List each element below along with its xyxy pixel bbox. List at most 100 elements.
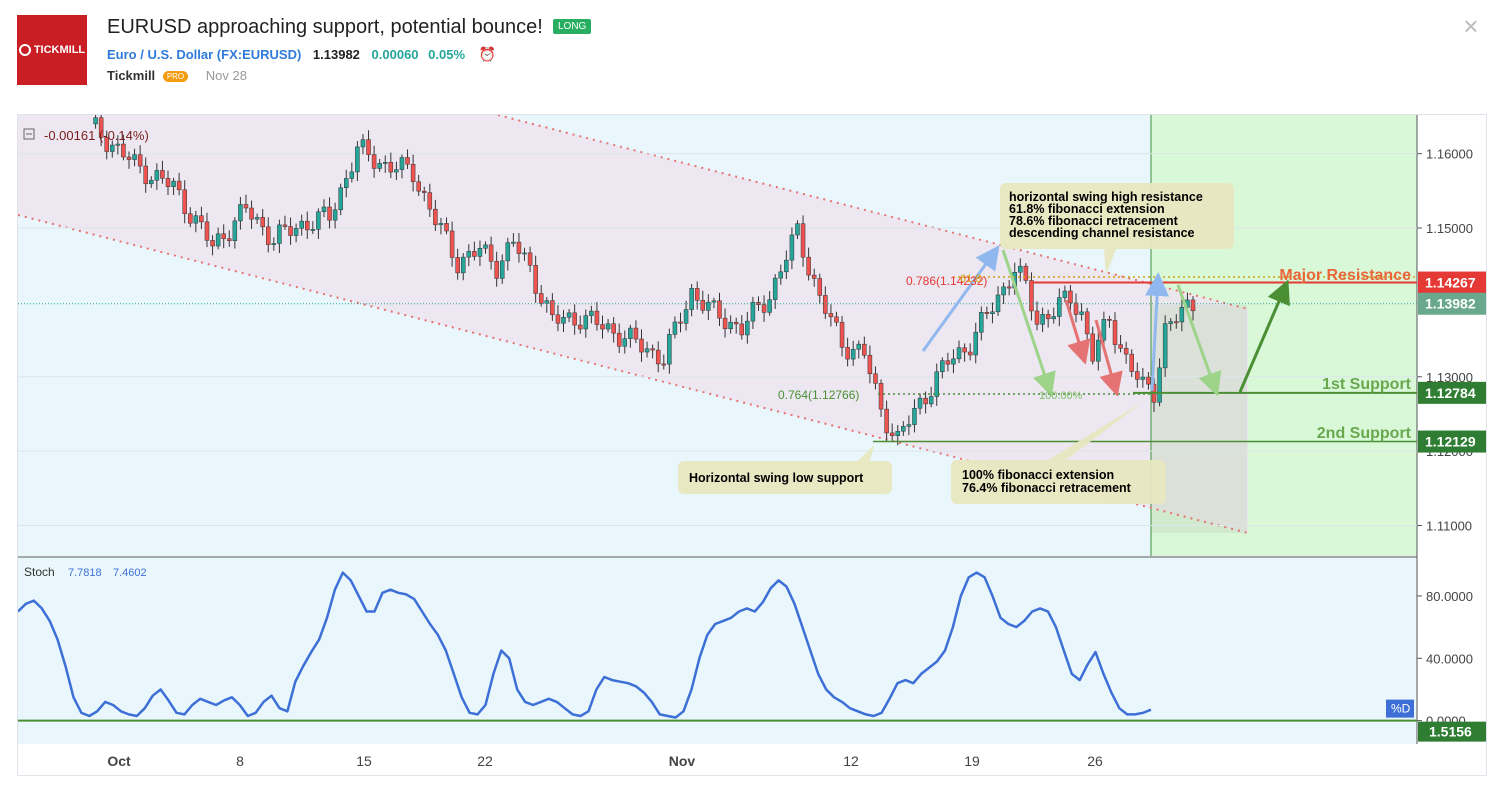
candle-body: [466, 251, 472, 258]
candle-body: [371, 154, 377, 169]
x-tick-label: 12: [843, 753, 859, 769]
callout-res-line-2: 61.8% fibonacci extension: [1009, 202, 1165, 216]
green-arrow-up: [1238, 279, 1290, 393]
candle-body: [1018, 265, 1023, 273]
first-support-tag: [1418, 381, 1486, 404]
fib-764-label: 0.764(1.12766): [778, 388, 859, 402]
candle-body: [1073, 302, 1079, 315]
fib-100-label: 100.00%: [1039, 390, 1083, 402]
candle-body: [266, 226, 271, 245]
candle-body: [394, 169, 399, 173]
candle-body: [917, 397, 923, 409]
candle-body: [672, 321, 678, 335]
idea-header: TICKMILL EURUSD approaching support, pot…: [0, 0, 1501, 110]
candle-body: [633, 327, 639, 340]
green-arrow-down-1: [1001, 249, 1056, 397]
callout-resistance: horizontal swing high resistance 61.8% f…: [1000, 183, 1234, 275]
time-axis[interactable]: Oct 8 15 22 Nov 12 19 26: [107, 753, 1103, 769]
candle-body: [154, 170, 160, 181]
callout-res-line-3: 78.6% fibonacci retracement: [1009, 214, 1179, 228]
candle-body: [561, 317, 566, 324]
candle-body: [421, 190, 427, 193]
major-resistance-label: Major Resistance: [1279, 267, 1411, 284]
publish-date: Nov 28: [205, 68, 247, 83]
candle-body: [940, 360, 945, 372]
callout-fib-line-2: 76.4% fibonacci retracement: [962, 481, 1132, 495]
tickmill-logo: TICKMILL: [17, 15, 87, 85]
candle-body: [299, 220, 304, 229]
author-line: Tickmill PRO Nov 28: [107, 68, 247, 83]
fib-618-label: 61.8: [960, 273, 981, 285]
candle-body: [589, 310, 594, 316]
candle-body: [823, 295, 828, 314]
symbol-price: 1.13982: [312, 47, 360, 62]
candle-body: [1157, 367, 1162, 403]
candle-body: [594, 310, 600, 325]
candle-body: [527, 252, 533, 266]
candle-body: [973, 331, 978, 356]
candle-body: [293, 228, 299, 236]
x-tick-label: 22: [477, 753, 493, 769]
candle-body: [221, 233, 226, 239]
candle-body: [956, 347, 962, 360]
candle-body: [132, 154, 137, 160]
candle-body: [1001, 286, 1006, 296]
candle-body: [850, 348, 856, 360]
alarm-clock-icon[interactable]: ⏰: [478, 46, 497, 62]
candle-body: [199, 215, 204, 223]
callout-res-line-4: descending channel resistance: [1009, 226, 1195, 240]
candle-body: [149, 179, 154, 185]
candle-body: [1123, 348, 1129, 355]
candle-body: [934, 371, 939, 397]
candle-body: [750, 302, 756, 322]
candle-body: [1101, 319, 1107, 341]
candle-body: [316, 211, 321, 230]
candle-body: [628, 327, 633, 339]
candle-body: [188, 213, 193, 224]
candle-body: [789, 234, 795, 261]
candle-body: [839, 321, 845, 348]
candle-body: [277, 224, 282, 244]
candle-body: [215, 233, 221, 247]
candle-body: [828, 313, 834, 318]
candles: [93, 115, 1196, 446]
candle-body: [611, 323, 616, 334]
collapse-toggle-icon[interactable]: [23, 128, 35, 140]
candle-body: [1006, 286, 1012, 289]
symbol-link[interactable]: Euro / U.S. Dollar (FX:EURUSD): [107, 47, 302, 62]
candle-body: [745, 320, 750, 336]
x-tick-label: 15: [356, 753, 372, 769]
candle-body: [873, 373, 878, 384]
candle-body: [310, 229, 316, 231]
close-icon[interactable]: ×: [1463, 11, 1479, 41]
chart-container[interactable]: horizontal swing high resistance 61.8% f…: [17, 114, 1487, 776]
candle-body: [800, 223, 806, 258]
candle-body: [227, 238, 232, 241]
candle-body: [784, 259, 789, 273]
first-support-label: 1st Support: [1322, 376, 1412, 393]
candle-body: [639, 338, 644, 353]
candle-body: [171, 180, 176, 187]
candle-body: [834, 316, 839, 323]
candle-body: [1129, 353, 1134, 372]
major-resistance-tag-value: 1.14267: [1425, 275, 1476, 291]
candle-body: [494, 261, 499, 279]
candle-body: [110, 144, 115, 152]
y-tick-label: 1.13000: [1426, 370, 1473, 385]
callout-fib-line-1: 100% fibonacci extension: [962, 468, 1114, 482]
author-name[interactable]: Tickmill: [107, 68, 156, 83]
stoch-value-2: 7.4602: [113, 567, 147, 579]
candle-body: [644, 348, 650, 353]
y-tick-label: 1.16000: [1426, 147, 1473, 162]
candle-body: [778, 271, 784, 279]
candle-body: [126, 156, 132, 160]
red-arrow-1: [1064, 299, 1091, 365]
candle-body: [416, 181, 421, 192]
chart-svg[interactable]: horizontal swing high resistance 61.8% f…: [18, 115, 1488, 777]
y-tick-label: 1.11000: [1426, 519, 1472, 534]
candle-body: [962, 347, 967, 353]
candle-body: [928, 396, 934, 405]
candle-body: [254, 217, 260, 220]
